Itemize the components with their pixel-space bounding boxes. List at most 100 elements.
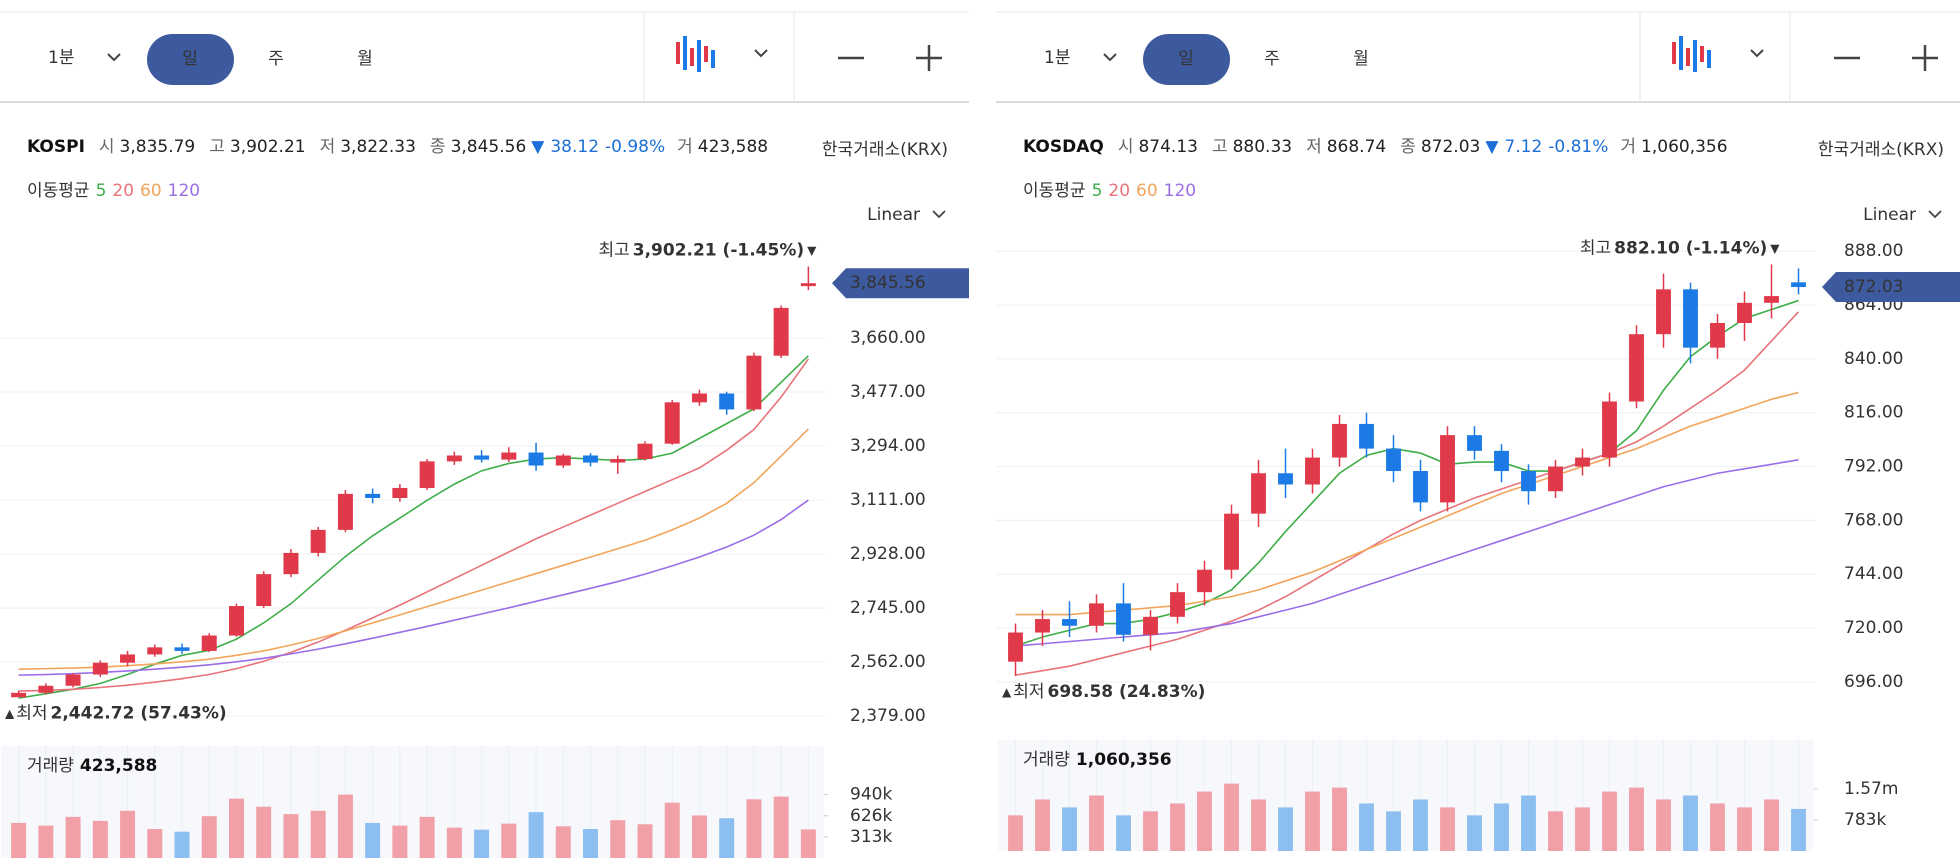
change-arrow: ▼ (531, 137, 545, 157)
volume-bar (501, 823, 517, 858)
chevron (1750, 49, 1764, 58)
candle-body (610, 459, 626, 463)
candle-body (746, 355, 762, 410)
candle-body (201, 635, 217, 651)
field-label: 거 (1620, 137, 1636, 157)
y-tick-label: 888.00 (1844, 241, 1903, 261)
candle-body (1791, 282, 1806, 288)
scale-mode[interactable]: Linear (867, 205, 920, 225)
zoom-in[interactable] (916, 45, 942, 71)
candle-body (1602, 401, 1617, 458)
interval-select[interactable]: 1분 (1044, 48, 1070, 68)
y-tick-label: 2,379.00 (850, 706, 926, 726)
ma-legend-entry: 20 (112, 181, 134, 201)
volume-bar (201, 816, 217, 858)
period-tab[interactable]: 월 (357, 49, 373, 69)
chart-type-icon[interactable] (1707, 50, 1711, 68)
ma-legend-entry: 120 (1164, 181, 1196, 201)
candle-body (1656, 289, 1671, 335)
field-value: 423,588 (698, 137, 768, 157)
ma-legend-label: 이동평균 (27, 181, 90, 201)
candle-body (664, 402, 680, 444)
volume-tick-label: 626k (850, 806, 892, 826)
field-label: 고 (209, 137, 225, 157)
candle-body (1548, 466, 1563, 492)
y-tick-label: 2,745.00 (850, 598, 926, 618)
chart-type-icon[interactable] (1679, 36, 1683, 70)
chart-type-icon[interactable] (704, 46, 708, 62)
y-tick-label: 696.00 (1844, 672, 1903, 692)
chart-type-icon[interactable] (1686, 48, 1690, 66)
volume-title: 거래량 (27, 756, 74, 776)
field-label: 시 (99, 137, 115, 157)
field-label: 종 (1400, 137, 1416, 157)
volume-bar (1305, 791, 1320, 851)
volume-bar (1575, 807, 1590, 851)
volume-bar (1494, 803, 1509, 851)
candle-body (256, 574, 272, 607)
chart-type-icon[interactable] (690, 48, 694, 66)
candle-body (1467, 435, 1482, 451)
moving-average (1015, 391, 1799, 616)
period-tab[interactable]: 월 (1353, 49, 1369, 69)
change-amount: 7.12 (1504, 137, 1542, 157)
candle-body (1251, 473, 1266, 514)
y-tick-label: 3,294.00 (850, 436, 926, 456)
volume-bar (1683, 795, 1698, 851)
chart-type-icon[interactable] (1672, 42, 1676, 64)
scale-mode[interactable]: Linear (1863, 205, 1916, 225)
chart-type-icon[interactable] (711, 50, 715, 68)
candle-body (365, 493, 381, 498)
volume-label: 거래량 1,060,356 (1023, 750, 1172, 770)
change-amount: 38.12 (550, 137, 599, 157)
candle-body (1224, 513, 1239, 570)
chevron (932, 210, 946, 219)
period-tab[interactable]: 일 (182, 49, 198, 69)
volume-bar (228, 798, 244, 858)
volume-bar (1413, 799, 1428, 851)
zoom-in[interactable] (1912, 45, 1938, 71)
field-label: 종 (430, 137, 446, 157)
volume-title: 거래량 (1023, 750, 1070, 770)
y-tick-label: 2,562.00 (850, 652, 926, 672)
moving-average (18, 358, 810, 692)
candle-body (1737, 302, 1752, 323)
chart-type-icon[interactable] (697, 40, 701, 72)
period-tab[interactable]: 주 (1264, 49, 1280, 69)
candle-body (1089, 603, 1104, 626)
period-tab[interactable]: 주 (268, 49, 284, 69)
change-percent: -0.81% (1548, 137, 1608, 157)
ma-legend: 이동평균 5 20 60 120 (1023, 181, 1196, 201)
ma-legend-label: 이동평균 (1023, 181, 1086, 201)
y-tick-label: 3,660.00 (850, 328, 926, 348)
volume-bar (310, 810, 326, 858)
chevron (1103, 53, 1117, 62)
candle-body (528, 452, 544, 466)
quote-line: KOSDAQ 시 874.13 고 880.33 저 868.74 종 872.03 ▼ 7.12-… (1023, 137, 1728, 157)
candle-body (501, 452, 517, 460)
volume-bar (1062, 807, 1077, 851)
candle-body (1008, 632, 1023, 662)
last-price: 3,845.56 (850, 273, 926, 293)
volume-bar (419, 816, 435, 858)
period-tab[interactable]: 일 (1178, 49, 1194, 69)
candle-body (446, 455, 462, 462)
chart-type-icon[interactable] (683, 36, 687, 70)
candle-body (1062, 619, 1077, 626)
candle-body (1710, 322, 1725, 348)
chart-type-icon[interactable] (676, 42, 680, 64)
field-label: 거 (677, 137, 693, 157)
ma-legend-entry: 120 (168, 181, 200, 201)
volume-bar (691, 815, 707, 858)
volume-bg (998, 740, 1814, 851)
chart-type-icon[interactable] (1693, 40, 1697, 72)
volume-label: 거래량 423,588 (27, 756, 157, 776)
chevron (754, 49, 768, 58)
high-label: 최고 3,902.21 (-1.45%) ▼ (598, 241, 817, 261)
volume-bar (1386, 811, 1401, 851)
chart-type-icon[interactable] (1700, 46, 1704, 62)
high-marker: ▼ (807, 243, 817, 257)
candle-body (310, 529, 326, 553)
candle-body (1197, 569, 1212, 593)
interval-select[interactable]: 1분 (48, 48, 74, 68)
